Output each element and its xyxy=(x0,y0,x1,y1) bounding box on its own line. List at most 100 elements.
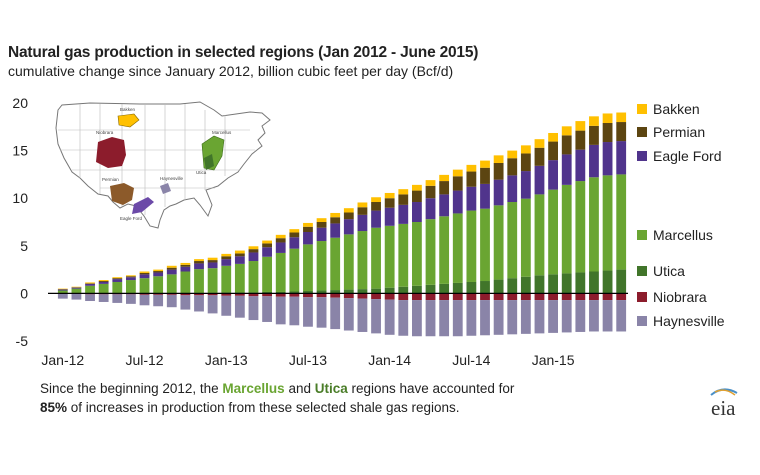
bar-eagle-ford xyxy=(180,266,191,272)
bar-niobrara xyxy=(452,293,463,301)
us-outline xyxy=(55,101,271,229)
legend-swatch-utica xyxy=(637,266,647,276)
bakken-region xyxy=(117,113,140,128)
bar-marcellus xyxy=(275,252,286,292)
bar-utica xyxy=(520,276,531,294)
bar-permian xyxy=(330,217,341,224)
bar-marcellus xyxy=(166,274,177,294)
haynesville-region xyxy=(160,183,171,194)
bar-niobrara xyxy=(371,293,381,300)
bar-bakken xyxy=(548,132,558,142)
bar-bakken xyxy=(248,246,259,250)
footnote-text-2: regions have accounted for xyxy=(347,381,515,396)
bar-permian xyxy=(153,271,164,273)
footnote-utica: Utica xyxy=(314,381,348,396)
bar-utica xyxy=(507,278,518,294)
bar-marcellus xyxy=(534,194,545,276)
bar-marcellus xyxy=(248,261,259,293)
bar-permian xyxy=(234,253,245,257)
bar-niobrara xyxy=(425,293,436,301)
bar-haynesville xyxy=(275,296,286,325)
bar-marcellus xyxy=(343,234,354,290)
legend-label-utica: Utica xyxy=(653,263,685,279)
bar-niobrara xyxy=(561,293,572,301)
bar-haynesville xyxy=(616,300,627,332)
map-label-utica: Utica xyxy=(196,170,207,175)
bar-haynesville xyxy=(412,300,422,337)
footnote-text-1: Since the beginning 2012, the xyxy=(40,381,223,396)
bar-utica xyxy=(480,281,490,294)
bar-haynesville xyxy=(112,294,123,303)
bar-niobrara xyxy=(248,293,259,297)
bar-bakken xyxy=(384,192,395,199)
legend-swatch-niobrara xyxy=(637,292,647,302)
bar-bakken xyxy=(398,189,409,195)
eia-logo-text: eia xyxy=(711,396,736,420)
bar-bakken xyxy=(493,155,504,163)
legend-label-eagle-ford: Eagle Ford xyxy=(653,148,721,164)
us-map-inset: Bakken Permian Eagle Ford Marcellus Hayn… xyxy=(55,101,271,229)
bar-haynesville xyxy=(330,297,341,330)
bar-niobrara xyxy=(616,293,627,301)
bar-marcellus xyxy=(194,269,204,293)
eia-logo-icon xyxy=(710,388,738,396)
bar-bakken xyxy=(412,184,422,191)
bar-haynesville xyxy=(194,295,204,312)
bar-eagle-ford xyxy=(166,269,177,275)
bar-niobrara xyxy=(303,293,313,298)
y-tick-label: 5 xyxy=(20,238,28,254)
bar-marcellus xyxy=(561,184,572,274)
bar-haynesville xyxy=(357,298,368,332)
bar-permian xyxy=(452,176,463,191)
legend-swatch-marcellus xyxy=(637,230,647,240)
bar-permian xyxy=(126,276,136,278)
bar-haynesville xyxy=(98,294,109,302)
bar-eagle-ford xyxy=(139,274,150,279)
y-tick-label: -5 xyxy=(16,333,29,349)
bar-marcellus xyxy=(575,181,586,273)
bar-eagle-ford xyxy=(507,175,518,203)
bar-marcellus xyxy=(234,263,245,293)
bar-marcellus xyxy=(466,210,477,282)
map-label-eagle-ford: Eagle Ford xyxy=(120,216,143,221)
bar-haynesville xyxy=(85,294,95,302)
bar-haynesville xyxy=(452,300,463,337)
bar-permian xyxy=(589,125,599,145)
bar-permian xyxy=(439,181,450,195)
bar-permian xyxy=(139,272,150,275)
bar-marcellus xyxy=(439,216,450,284)
bar-niobrara xyxy=(289,293,300,297)
y-tick-label: 10 xyxy=(12,190,28,206)
bar-niobrara xyxy=(534,293,545,301)
bar-haynesville xyxy=(57,293,68,299)
bar-niobrara xyxy=(234,293,245,296)
bar-bakken xyxy=(262,240,272,244)
bar-bakken xyxy=(575,121,586,131)
bar-eagle-ford xyxy=(602,142,613,176)
y-tick-label: 20 xyxy=(12,95,28,111)
bar-bakken xyxy=(452,169,463,177)
bar-bakken xyxy=(589,116,599,126)
bar-niobrara xyxy=(575,293,586,301)
bar-marcellus xyxy=(480,208,490,282)
bar-niobrara xyxy=(520,293,531,301)
footnote-and: and xyxy=(284,381,315,396)
bar-niobrara xyxy=(439,293,450,301)
bar-marcellus xyxy=(98,283,109,294)
bar-haynesville xyxy=(589,300,599,332)
bar-eagle-ford xyxy=(384,207,395,226)
bar-bakken xyxy=(303,222,313,227)
bar-marcellus xyxy=(316,241,327,291)
bar-permian xyxy=(166,267,177,270)
bar-marcellus xyxy=(425,219,436,285)
bar-bakken xyxy=(343,208,354,213)
bar-eagle-ford xyxy=(207,262,218,269)
bar-bakken xyxy=(289,229,300,233)
chart-subtitle: cumulative change since January 2012, bi… xyxy=(8,63,454,79)
bar-utica xyxy=(466,281,477,294)
bar-haynesville xyxy=(234,295,245,318)
bar-eagle-ford xyxy=(85,283,95,286)
bar-eagle-ford xyxy=(262,247,272,257)
bar-haynesville xyxy=(602,300,613,332)
